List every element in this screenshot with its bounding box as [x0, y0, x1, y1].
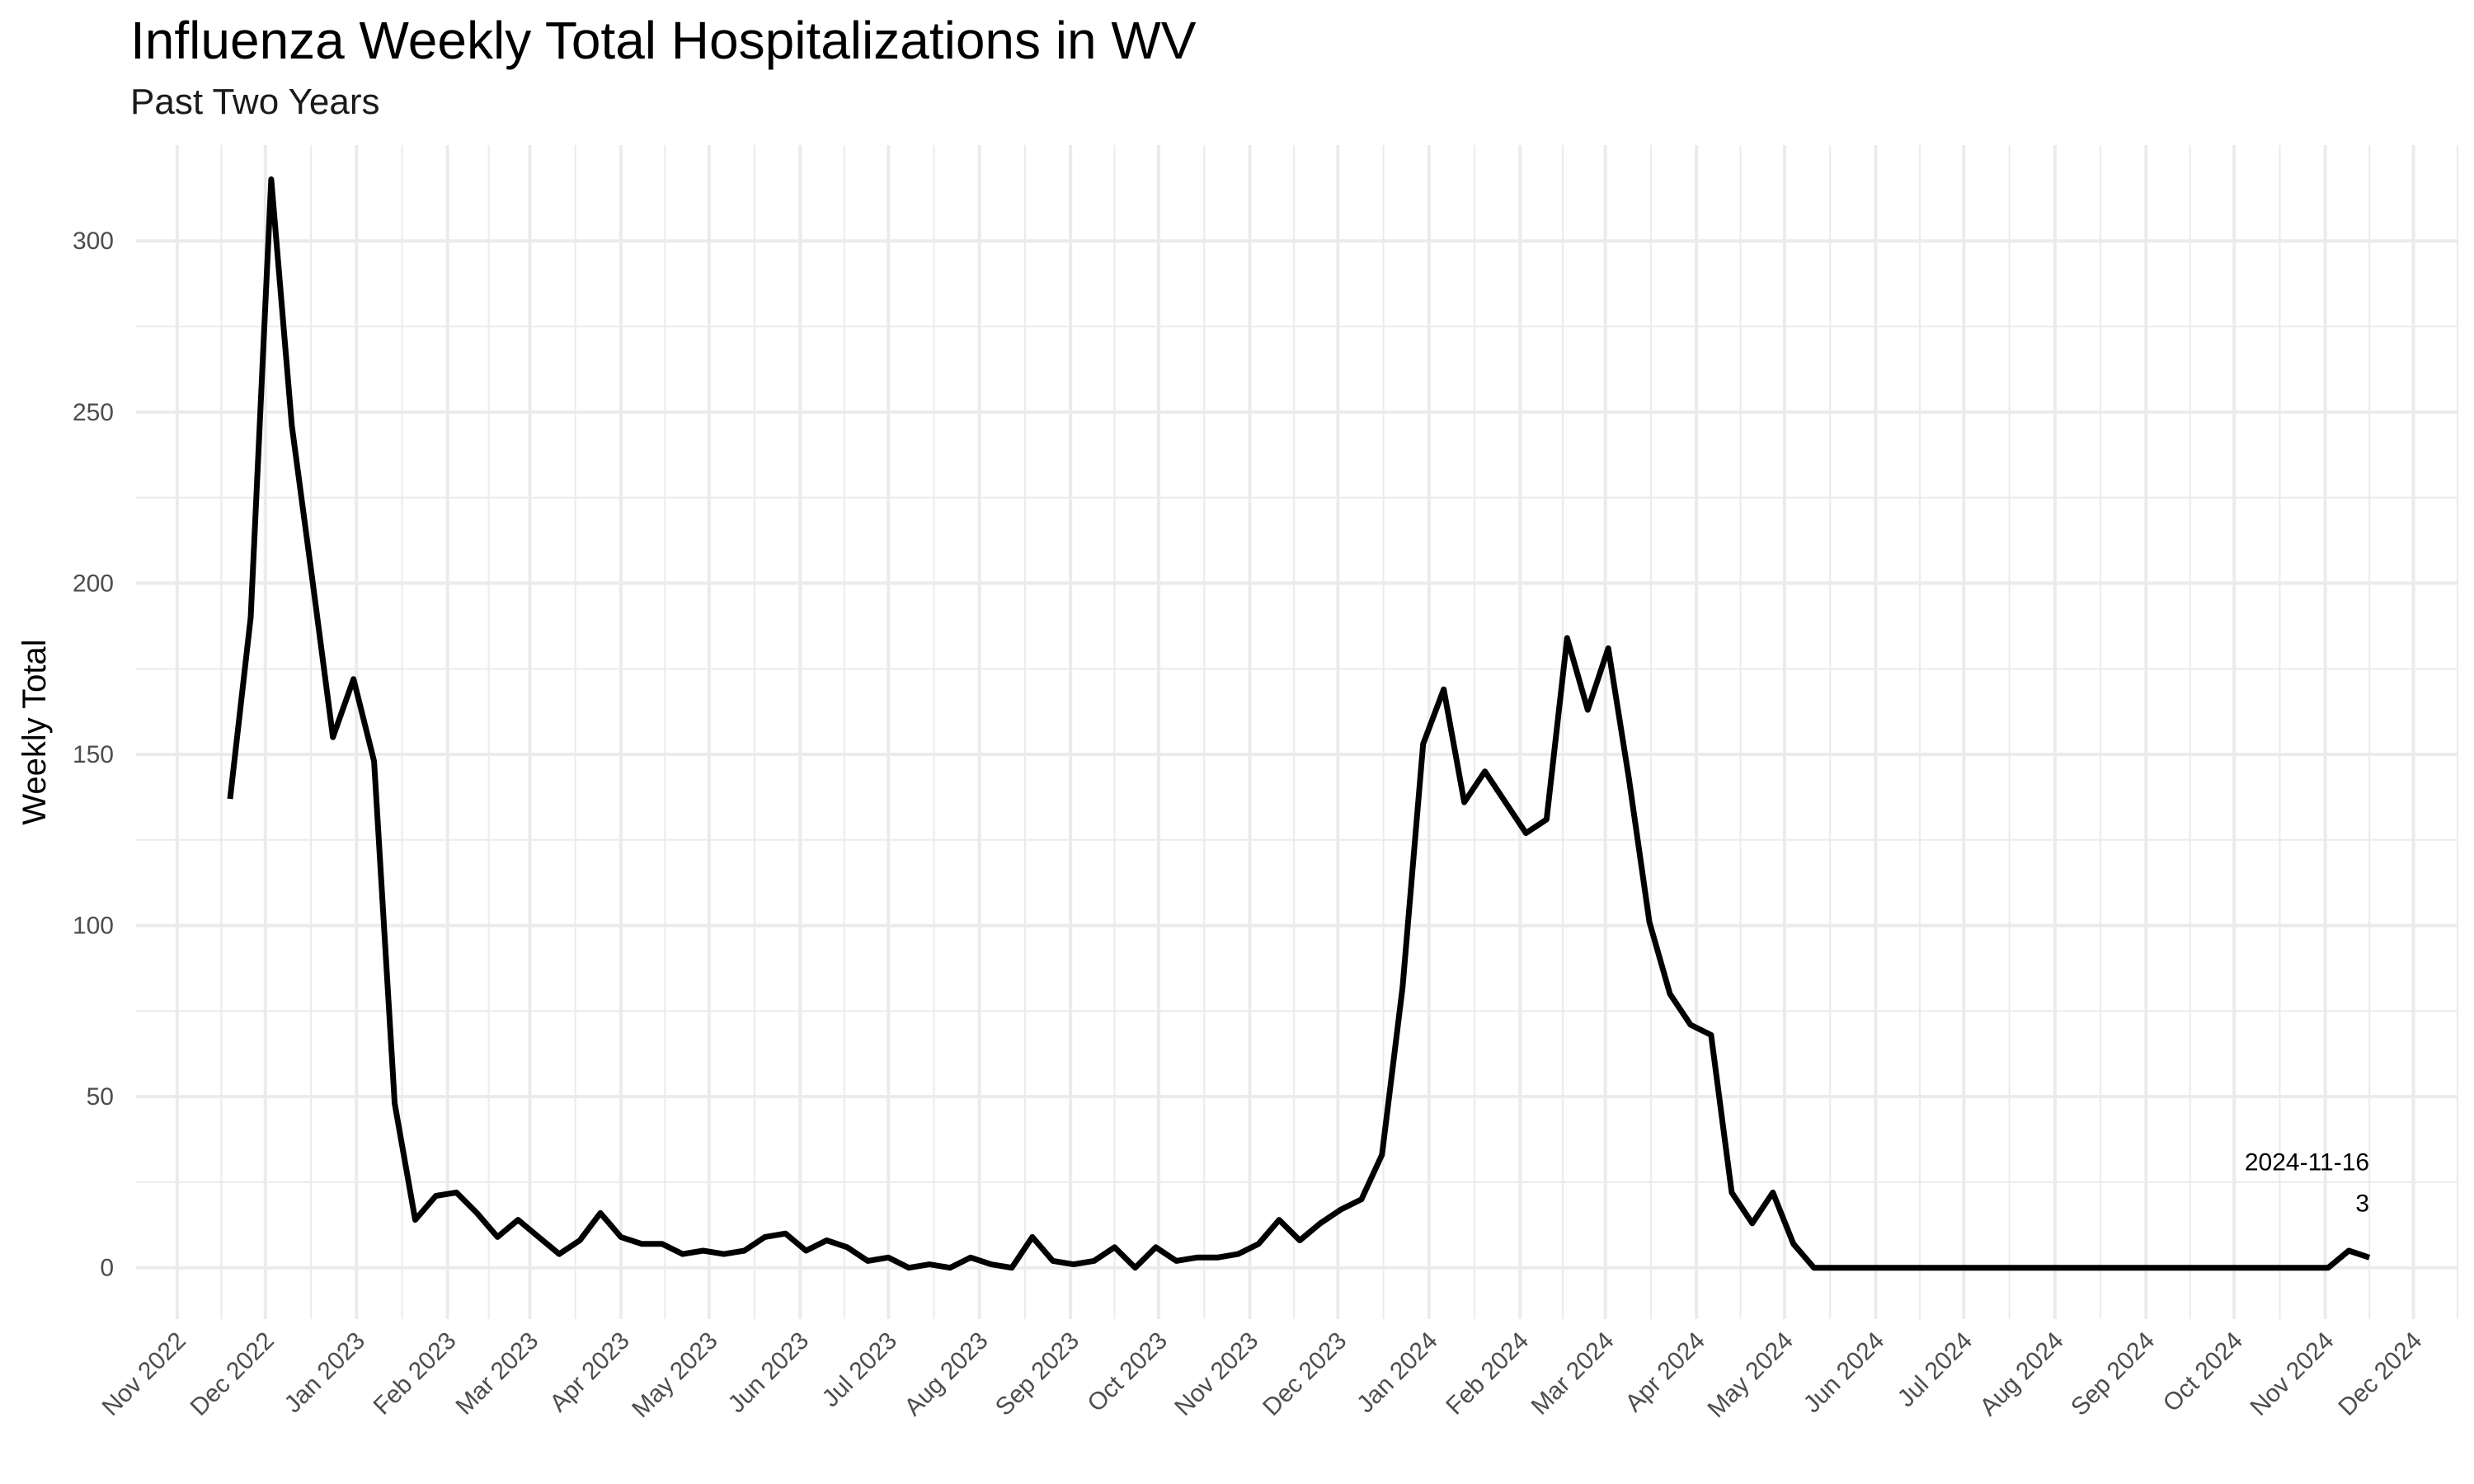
x-tick-label: Mar 2023: [450, 1327, 543, 1421]
x-tick-label: Dec 2024: [2333, 1327, 2427, 1421]
x-tick-label: Dec 2023: [1258, 1327, 1352, 1421]
x-tick-label: Jan 2024: [1352, 1327, 1443, 1419]
y-axis-title: Weekly Total: [16, 639, 53, 824]
annotation-date-label: 2024-11-16: [2245, 1148, 2369, 1176]
x-tick-label: Sep 2023: [990, 1327, 1084, 1421]
x-tick-label: Nov 2024: [2245, 1327, 2339, 1421]
x-tick-label: Oct 2024: [2158, 1327, 2248, 1417]
y-tick-label: 100: [73, 913, 114, 940]
chart-title: Influenza Weekly Total Hospitalizations …: [130, 11, 1197, 70]
x-tick-label: Feb 2023: [369, 1327, 462, 1421]
x-tick-label: Dec 2022: [186, 1327, 280, 1421]
x-tick-label: Jul 2024: [1893, 1327, 1978, 1413]
x-tick-label: Feb 2024: [1441, 1327, 1534, 1421]
x-tick-label: Jun 2024: [1799, 1327, 1890, 1419]
y-tick-label: 300: [73, 228, 114, 255]
x-tick-label: Aug 2023: [899, 1327, 993, 1421]
x-tick-label: Apr 2023: [544, 1327, 634, 1417]
y-axis-ticks: 0 50 100 150 200 250 300: [73, 228, 114, 1281]
y-tick-label: 150: [73, 741, 114, 768]
grid-lines: [136, 145, 2458, 1319]
x-tick-label: Jul 2023: [817, 1327, 903, 1413]
x-tick-label: Nov 2023: [1169, 1327, 1263, 1421]
series-line: [227, 176, 2371, 1271]
x-tick-label: May 2024: [1702, 1327, 1798, 1423]
last-point-annotation: 2024-11-16 3: [2245, 1148, 2369, 1217]
y-tick-label: 0: [100, 1255, 114, 1282]
x-tick-label: Apr 2024: [1620, 1327, 1710, 1417]
x-tick-label: Aug 2024: [1975, 1327, 2069, 1421]
y-tick-label: 250: [73, 399, 114, 426]
x-tick-label: Jun 2023: [723, 1327, 815, 1419]
x-tick-label: Jan 2023: [280, 1327, 371, 1419]
y-tick-label: 200: [73, 570, 114, 597]
x-tick-label: Mar 2024: [1526, 1327, 1620, 1421]
x-tick-label: Nov 2022: [97, 1327, 191, 1421]
annotation-value-label: 3: [2355, 1190, 2369, 1217]
chart-subtitle: Past Two Years: [130, 82, 380, 122]
x-tick-label: May 2023: [627, 1327, 722, 1423]
x-tick-label: Oct 2023: [1083, 1327, 1173, 1417]
y-tick-label: 50: [87, 1083, 114, 1111]
x-tick-label: Sep 2024: [2066, 1327, 2160, 1421]
